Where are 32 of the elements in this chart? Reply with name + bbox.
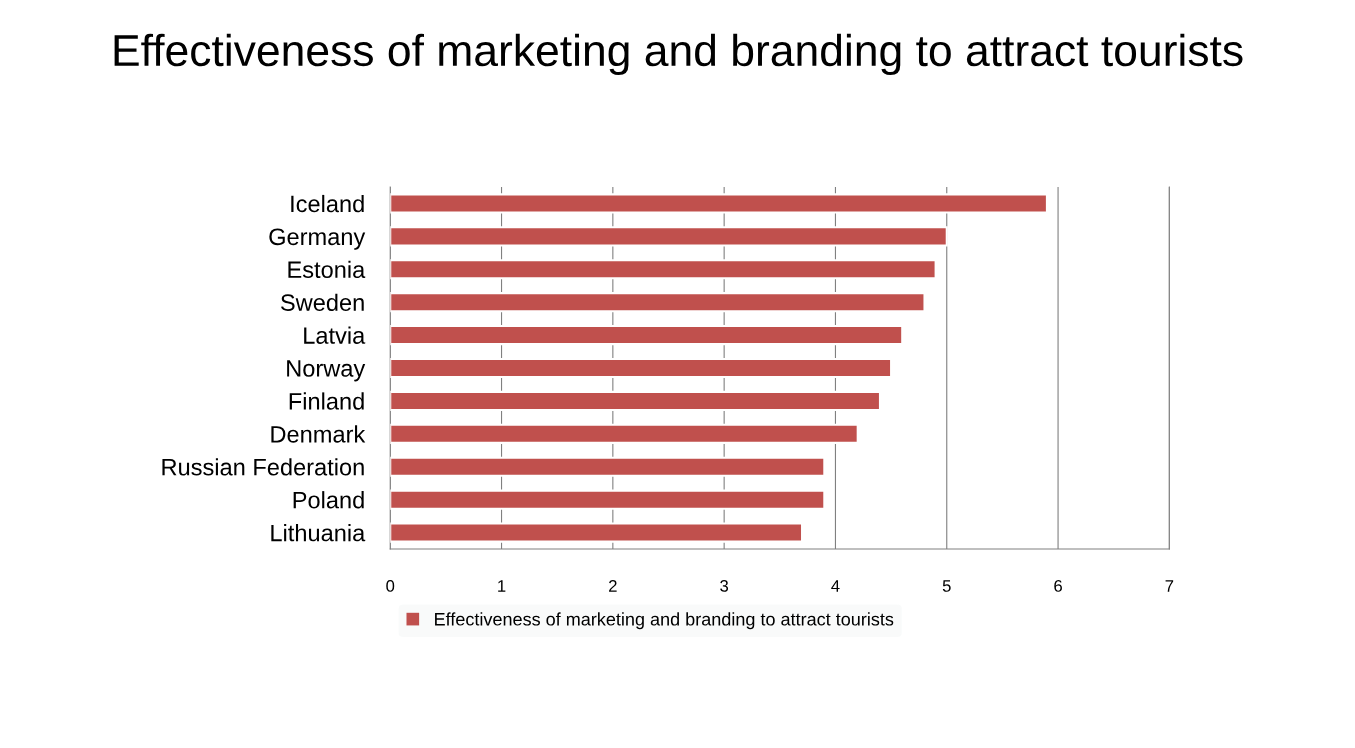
bar [390, 456, 826, 477]
bar [390, 325, 904, 346]
x-tick-label: 3 [720, 580, 729, 592]
y-tick-label: Sweden [280, 293, 364, 311]
x-tick-label: 2 [609, 580, 617, 592]
y-tick-label: Poland [293, 491, 364, 509]
x-tick-label: 6 [1054, 580, 1062, 592]
y-tick-label: Norway [287, 360, 366, 382]
chart-title: Effectiveness of marketing and branding to attract tourists [114, 33, 1243, 76]
y-tick-label: Latvia [304, 326, 366, 344]
x-tick-label: 4 [831, 580, 840, 592]
y-tick-label: Estonia [288, 260, 366, 279]
bar [390, 423, 859, 444]
bar [390, 357, 893, 379]
bar [390, 489, 826, 510]
x-tick-label: 5 [942, 580, 951, 592]
y-tick-label: Finland [289, 392, 364, 410]
y-tick-label: Denmark [271, 425, 366, 443]
bar [390, 292, 926, 313]
bar [390, 522, 804, 543]
x-tick-label: 7 [1165, 580, 1174, 592]
x-tick-label: 0 [386, 580, 395, 592]
bar [390, 226, 948, 247]
bar [390, 259, 937, 280]
bar [390, 390, 882, 412]
y-tick-label: Germany [269, 228, 366, 250]
y-tick-label: Russian Federation [162, 458, 364, 476]
legend-label: Effectiveness of marketing and branding to attract tourists [435, 612, 894, 630]
x-tick-label: 1 [498, 580, 506, 592]
bar [390, 193, 1048, 214]
y-tick-label: Iceland [291, 194, 364, 213]
y-tick-label: Lithuania [271, 524, 366, 542]
